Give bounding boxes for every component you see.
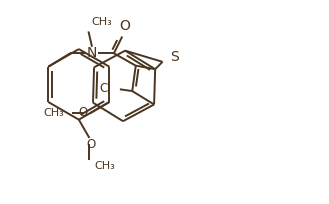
- Text: Cl: Cl: [100, 82, 111, 95]
- Text: CH₃: CH₃: [94, 161, 115, 171]
- Text: CH₃: CH₃: [91, 17, 112, 27]
- Text: O: O: [119, 19, 130, 33]
- Text: CH₃: CH₃: [44, 108, 64, 118]
- Text: N: N: [87, 46, 97, 60]
- Text: O: O: [86, 137, 95, 151]
- Text: O: O: [78, 106, 88, 119]
- Text: S: S: [170, 50, 179, 64]
